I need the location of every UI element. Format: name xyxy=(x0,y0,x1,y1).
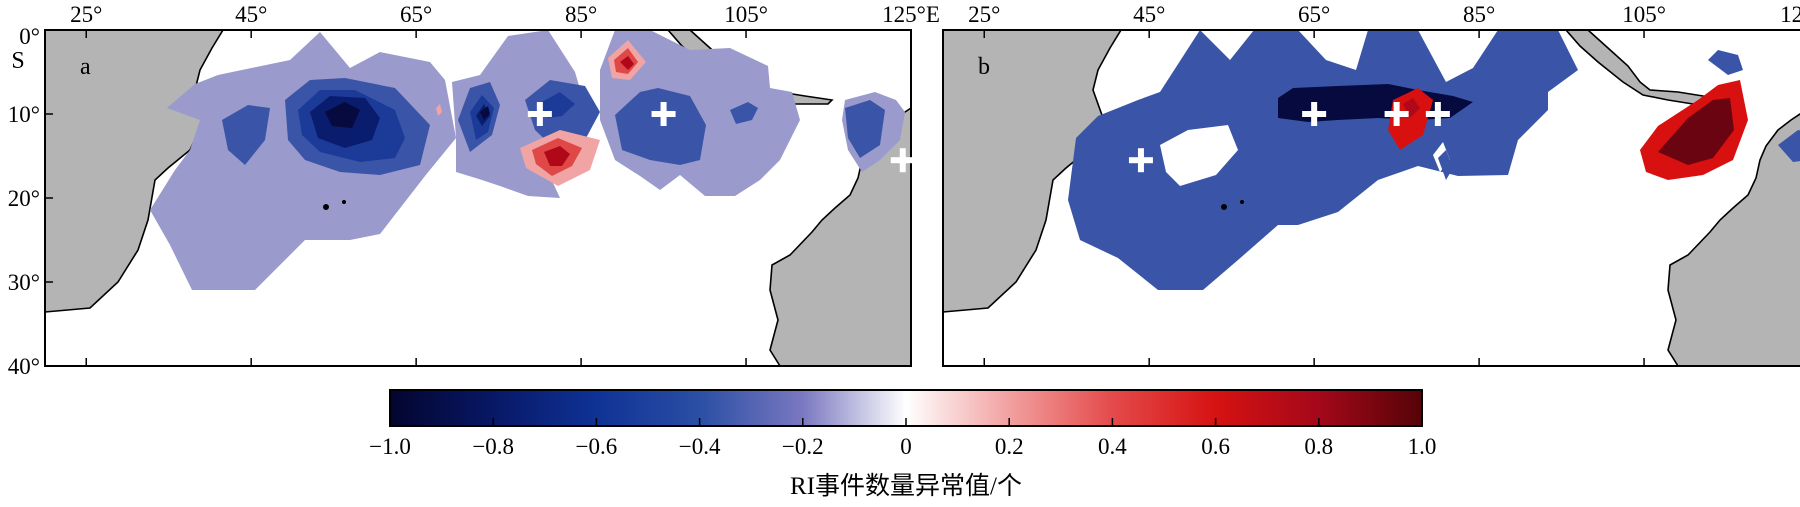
contours-a xyxy=(150,30,905,290)
x-tick-label: 65° xyxy=(400,2,432,27)
significance-marker xyxy=(1302,102,1327,126)
contour-a-pos4-b xyxy=(544,146,570,166)
x-tick-label: 25° xyxy=(70,2,102,27)
contour-b-neg2 xyxy=(1068,30,1578,290)
colorbar-tick-label: 0.2 xyxy=(995,434,1024,459)
contour-b-neg2-d xyxy=(1438,150,1453,180)
contour-a-neg2-e xyxy=(615,88,706,165)
island-small xyxy=(342,200,346,204)
panel-b-xticks: 25° 45° 65° 85° 105° 125°E xyxy=(968,2,1800,366)
contour-b-pos5 xyxy=(1658,98,1734,165)
panel-a: a 25° 45° 65° 85° 105° 125°E 0° 10° 20° 30° 40° xyxy=(8,2,951,379)
x-tick-label: 125°E xyxy=(1780,2,1800,27)
contour-a-neg2-h xyxy=(845,100,885,158)
island-small xyxy=(323,204,329,210)
contour-b-neg2-c xyxy=(1778,130,1800,162)
contour-b-pos4 xyxy=(1403,98,1420,118)
colorbar-tick-label: −1.0 xyxy=(369,434,411,459)
panel-a-markers xyxy=(527,102,915,173)
x-tick-label: 25° xyxy=(968,2,1000,27)
x-tick-label: 85° xyxy=(565,2,597,27)
colorbar-ticks: −1.0 −0.8 −0.6 −0.4 −0.2 0 0.2 0.4 0.6 0.8 1.0 xyxy=(369,418,1436,459)
panel-a-yticks: 0° 10° 20° 30° 40° xyxy=(8,24,951,379)
island-small xyxy=(1240,200,1244,204)
y-tick-label: 30° xyxy=(8,270,40,295)
colorbar-tick-label: 0.8 xyxy=(1304,434,1333,459)
significance-marker xyxy=(1549,102,1574,126)
y-tick-label: 40° xyxy=(8,354,40,379)
x-tick-label: 105° xyxy=(1622,2,1666,27)
colorbar-tick-label: 0.6 xyxy=(1201,434,1230,459)
panel-a-label: a xyxy=(80,54,91,80)
contour-b-hole xyxy=(1160,125,1238,186)
land-australia xyxy=(1667,113,1800,366)
significance-marker xyxy=(1128,148,1153,173)
colorbar-tick-label: 1.0 xyxy=(1408,434,1437,459)
significance-marker xyxy=(527,102,552,126)
land-sumatra-java xyxy=(1564,30,1732,105)
contour-a-pos1-c xyxy=(436,104,442,116)
panel-b: b 25° 45° 65° 85° 105° 125°E xyxy=(942,2,1800,367)
contour-a-neg2 xyxy=(222,105,270,165)
panel-b-markers xyxy=(1128,102,1574,173)
panel-a-xticks: 25° 45° 65° 85° 105° 125°E xyxy=(70,2,940,366)
colorbar: −1.0 −0.8 −0.6 −0.4 −0.2 0 0.2 0.4 0.6 0.8 1.0 RI事… xyxy=(369,389,1436,500)
significance-marker xyxy=(1425,102,1450,126)
x-tick-label: 105° xyxy=(724,2,768,27)
y-tick-label: 10° xyxy=(8,102,40,127)
colorbar-tick-label: −0.8 xyxy=(472,434,514,459)
colorbar-label: RI事件数量异常值/个 xyxy=(790,472,1022,500)
x-tick-label: 125°E xyxy=(882,2,940,27)
significance-marker xyxy=(890,148,915,173)
contour-a-neg2-g xyxy=(730,102,758,124)
colorbar-tick-label: 0 xyxy=(900,434,912,459)
contours-b xyxy=(1068,30,1800,290)
contour-a-neg5-b xyxy=(480,106,490,120)
y-hemisphere-label: S xyxy=(11,48,24,74)
colorbar-tick-label: 0.4 xyxy=(1098,434,1127,459)
x-tick-label: 85° xyxy=(1463,2,1495,27)
y-tick-label: 20° xyxy=(8,186,40,211)
significance-marker xyxy=(651,102,676,126)
x-tick-label: 65° xyxy=(1298,2,1330,27)
colorbar-tick-label: −0.4 xyxy=(679,434,721,459)
significance-marker xyxy=(1384,102,1409,126)
island-small xyxy=(1221,204,1227,210)
x-tick-label: 45° xyxy=(235,2,267,27)
contour-b-neg2-b xyxy=(1708,50,1743,75)
colorbar-tick-label: −0.6 xyxy=(576,434,618,459)
contour-a-pos4 xyxy=(620,56,634,70)
contour-a-neg5 xyxy=(325,102,360,128)
panel-b-frame xyxy=(942,29,1800,367)
y-tick-label: 0° xyxy=(19,24,40,49)
x-tick-label: 45° xyxy=(1133,2,1165,27)
colorbar-tick-label: −0.2 xyxy=(782,434,824,459)
panel-b-label: b xyxy=(978,54,990,80)
land-africa xyxy=(943,30,1122,313)
